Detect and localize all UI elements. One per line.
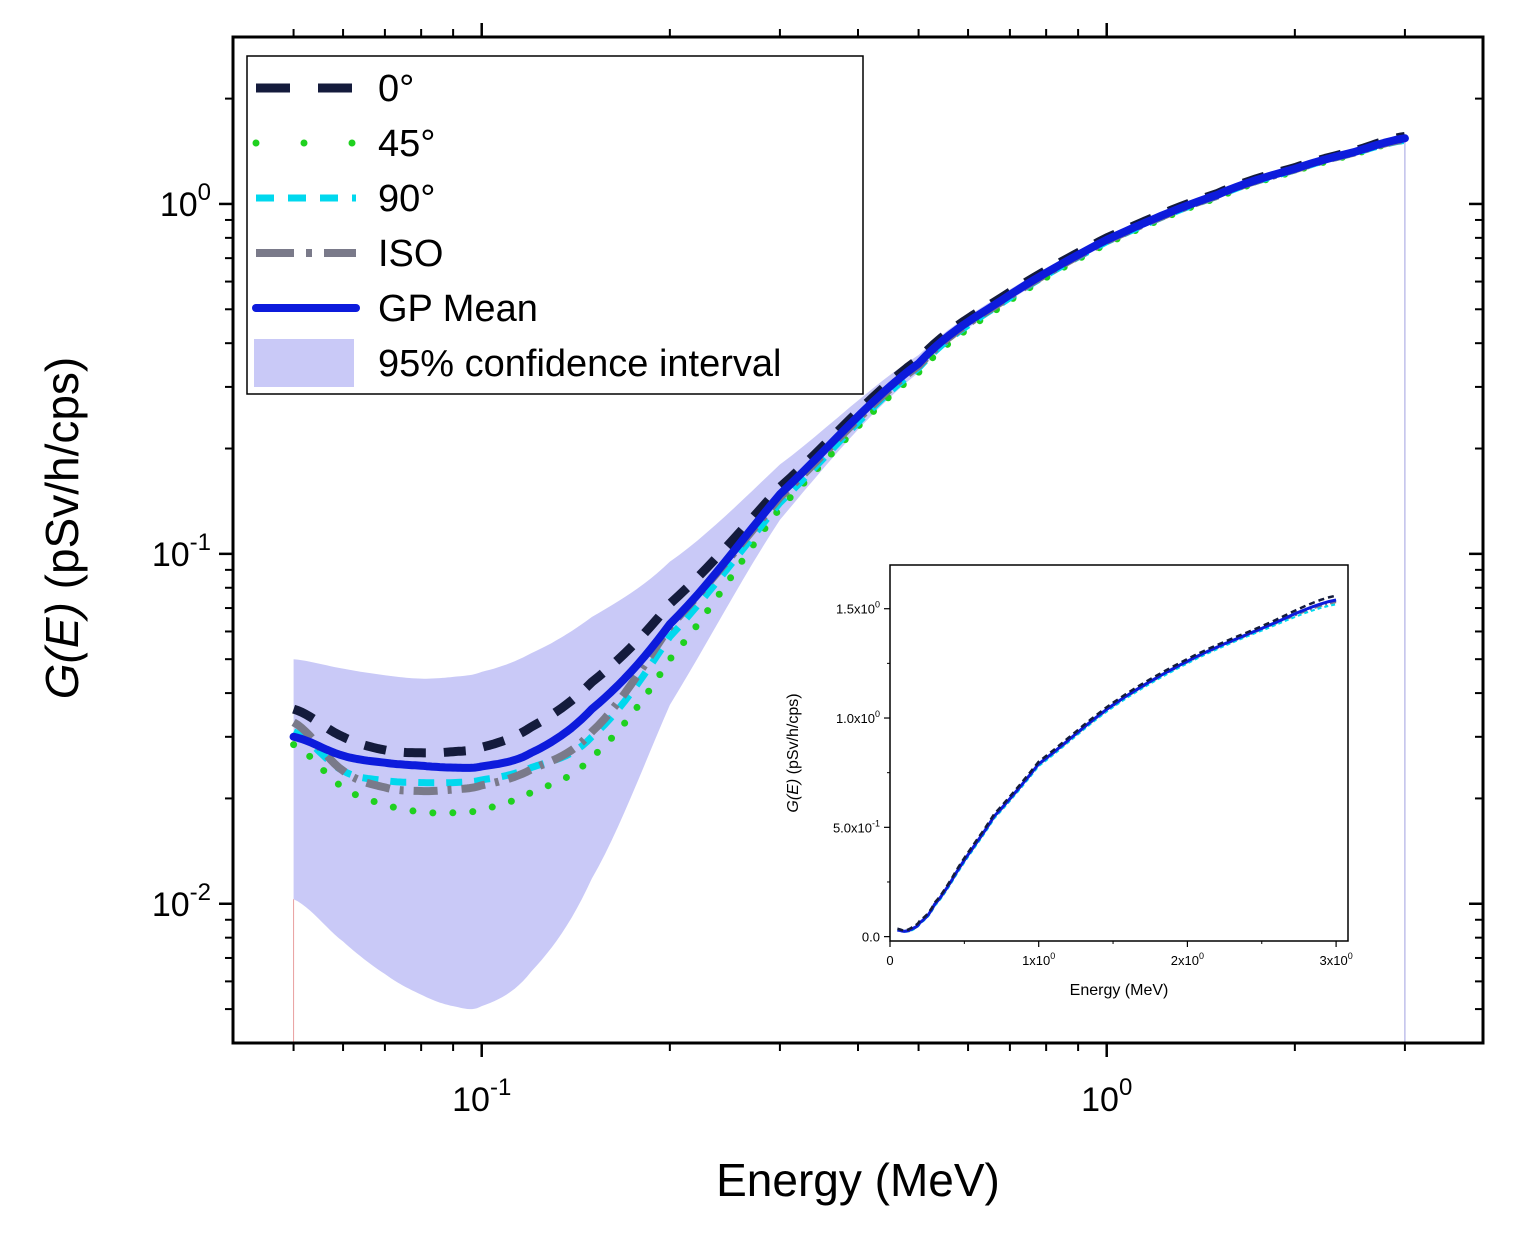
main-series-lines	[289, 131, 1409, 817]
legend-swatch-ci	[254, 339, 354, 387]
x-axis-title: Energy (MeV)	[716, 1154, 1000, 1206]
inset-series-line-deg0	[896, 594, 1337, 932]
legend-box	[246, 55, 864, 395]
inset-y-tick-label: 5.0x10-1	[833, 818, 880, 835]
ci-band	[293, 136, 1405, 1010]
inset-x-tick-label: 3x100	[1319, 951, 1352, 968]
legend: 0° 45° 90° ISO GP Mean 95% confidence in…	[246, 55, 864, 395]
inset-background	[890, 565, 1348, 941]
inset-y-tick-label: 0.0	[862, 930, 880, 945]
inset-x-tick-label: 0	[886, 953, 893, 968]
y-axis-title: G(E) (pSv/h/cps)	[36, 357, 88, 700]
inset-y-axis-title-unit: (pSv/h/cps)	[785, 693, 802, 778]
inset-y-axis-title-italic: G(E)	[785, 779, 802, 813]
legend-label-deg45: 45°	[378, 123, 435, 165]
legend-label-deg0: 0°	[378, 68, 414, 110]
y-axis-title-unit: (pSv/h/cps)	[36, 357, 88, 602]
legend-label-ci: 95% confidence interval	[378, 343, 781, 385]
inset-series-lines	[896, 594, 1337, 933]
main-plot-area	[293, 136, 1406, 1043]
inset-x-axis-title: Energy (MeV)	[1070, 982, 1169, 999]
legend-label-iso: ISO	[378, 233, 443, 275]
inset-y-tick-label: 1.0x100	[836, 709, 880, 726]
series-line-gp_mean	[289, 134, 1409, 772]
y-tick-label: 100	[160, 179, 211, 224]
x-tick-label: 10-1	[452, 1074, 511, 1119]
series-line-deg45	[290, 136, 1409, 817]
inset-x-tick-label: 1x100	[1022, 951, 1055, 968]
y-axis-title-italic: G(E)	[36, 602, 88, 699]
x-tick-label: 100	[1081, 1074, 1132, 1119]
series-line-deg90	[292, 136, 1406, 787]
inset-y-tick-label: 1.5x100	[836, 600, 880, 617]
legend-swatches	[252, 83, 360, 387]
legend-label-deg90: 90°	[378, 178, 435, 220]
y-tick-label: 10-2	[152, 879, 211, 924]
inset-axis-ticks: 0 1x100 2x100 3x100 0.0 5.0x10-1 1.0x100 1.5x10…	[833, 600, 1353, 968]
inset-y-axis-title: G(E) (pSv/h/cps)	[785, 693, 802, 812]
series-line-deg0	[292, 131, 1406, 758]
inset-frame	[889, 564, 1349, 942]
inset-chart: 0 1x100 2x100 3x100 0.0 5.0x10-1 1.0x100 1.5x10…	[785, 564, 1353, 999]
y-tick-label: 10-1	[152, 529, 211, 574]
legend-label-gp-mean: GP Mean	[378, 288, 538, 330]
inset-x-tick-label: 2x100	[1171, 951, 1204, 968]
